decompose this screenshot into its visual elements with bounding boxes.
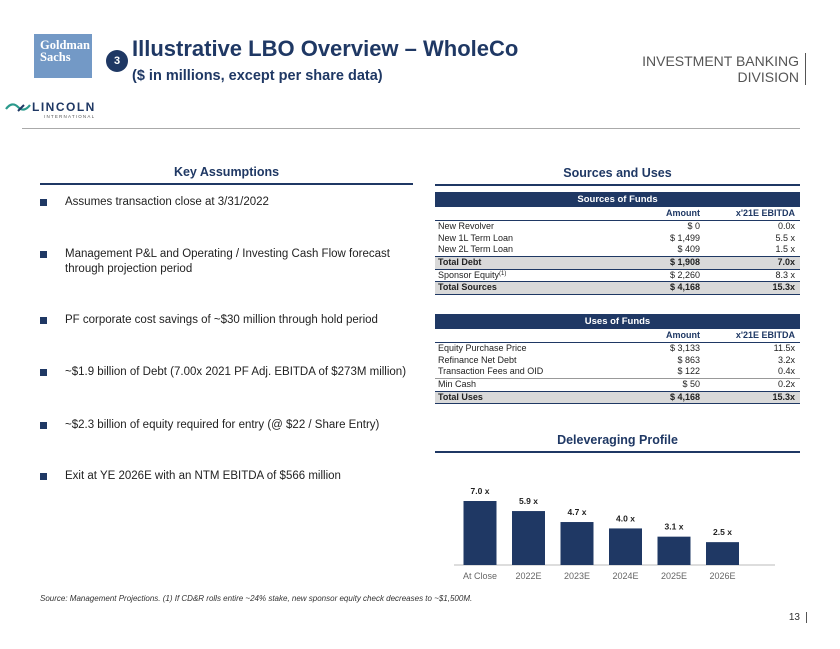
chart-data-label: 2.5 x [713,527,732,537]
table-row: Equity Purchase Price $ 3,133 11.5x [438,343,795,353]
assumption-item: Management P&L and Operating / Investing… [40,247,420,277]
deleveraging-chart: 7.0 x At Close 5.9 x 2022E 4.7 x 2023E 4.0 x 20… [454,486,775,581]
bullet-square-icon [40,317,47,324]
chart-bar-2025e [657,536,691,565]
gs-logo-line1: Goldman [40,38,91,52]
sources-table-title: Sources of Funds [435,192,800,207]
sources-uses-heading: Sources and Uses [563,166,672,180]
chart-bar-2026e [706,542,739,565]
sources-header-row: Amount x'21E EBITDA [435,207,800,221]
sources-uses-rule [435,184,800,186]
table-row: Refinance Net Debt $ 863 3.2x [438,354,795,365]
uses-header-row: Amount x'21E EBITDA [435,329,800,343]
chart-data-label: 4.7 x [568,507,587,517]
page-title: Illustrative LBO Overview – WholeCo [132,36,519,61]
table-row: Min Cash $ 50 0.2x [438,379,795,390]
bullet-square-icon [40,369,47,376]
goldman-sachs-logo: Goldman Sachs [34,34,92,78]
assumption-item: PF corporate cost savings of ~$30 millio… [40,313,420,328]
assumption-item: ~$2.3 billion of equity required for ent… [40,418,420,433]
total-debt-row: Total Debt $ 1,908 7.0x [435,256,800,270]
assumption-item: ~$1.9 billion of Debt (7.00x 2021 PF Adj… [40,365,430,380]
col-multiple: x'21E EBITDA [735,330,795,340]
chart-tick-label: 2025E [661,571,687,581]
page-subtitle: ($ in millions, except per share data) [132,68,383,84]
chart-data-label: 7.0 x [471,486,490,496]
table-row: New 1L Term Loan $ 1,499 5.5 x [438,232,795,243]
lincoln-logo-subtext: INTERNATIONAL [44,114,96,119]
table-row: Transaction Fees and OID $ 122 0.4x [435,366,800,380]
footnote-marker: (1) [499,270,507,277]
table-row: New 2L Term Loan $ 409 1.5 x [438,244,795,255]
key-assumptions-heading: Key Assumptions [173,165,280,179]
lincoln-logo-icon [5,103,31,112]
gs-logo-line2: Sachs [40,50,71,64]
chart-tick-label: 2023E [564,571,590,581]
chart-data-label: 3.1 x [665,522,684,532]
assumption-item: Exit at YE 2026E with an NTM EBITDA of $… [40,469,420,484]
col-amount: Amount [666,208,700,218]
uses-table: Uses of Funds Amount x'21E EBITDA Equity… [435,314,800,405]
bullet-square-icon [40,199,47,206]
chart-data-label: 4.0 x [616,513,635,523]
chart-tick-label: 2026E [709,571,735,581]
uses-table-title: Uses of Funds [435,314,800,329]
col-multiple: x'21E EBITDA [735,208,795,218]
table-row: New Revolver $ 0 0.0x [438,221,795,231]
chart-data-label: 5.9 x [519,496,538,506]
chart-bar-2023e [560,522,594,565]
division-line2: DIVISION [737,69,799,85]
page-number: 13 [789,612,807,623]
source-footnote: Source: Management Projections. (1) If C… [40,594,473,603]
bullet-square-icon [40,422,47,429]
chart-tick-label: At Close [463,571,497,581]
total-sources-row: Total Sources $ 4,168 15.3x [435,281,800,296]
total-uses-row: Total Uses $ 4,168 15.3x [435,390,800,405]
division-label: INVESTMENT BANKING DIVISION [642,53,806,85]
chart-bar-at-close [463,501,497,565]
chart-tick-label: 2022E [515,571,541,581]
sponsor-equity-row: Sponsor Equity(1) $ 2,260 8.3 x [438,269,795,280]
assumption-item: Assumes transaction close at 3/31/2022 [40,195,420,210]
sources-table: Sources of Funds Amount x'21E EBITDA New… [435,192,800,296]
chart-bar-2024e [609,528,642,565]
bullet-square-icon [40,251,47,258]
deleveraging-rule [435,451,800,453]
chart-tick-label: 2024E [612,571,638,581]
key-assumptions-rule [40,183,413,185]
deleveraging-heading: Deleveraging Profile [557,433,678,447]
chart-bar-2022e [512,511,545,565]
division-line1: INVESTMENT BANKING [642,53,799,69]
step-number-badge: 3 [106,50,128,72]
bullet-square-icon [40,473,47,480]
lincoln-logo-text: LINCOLN [32,100,96,114]
col-amount: Amount [666,330,700,340]
header-divider [22,128,800,129]
